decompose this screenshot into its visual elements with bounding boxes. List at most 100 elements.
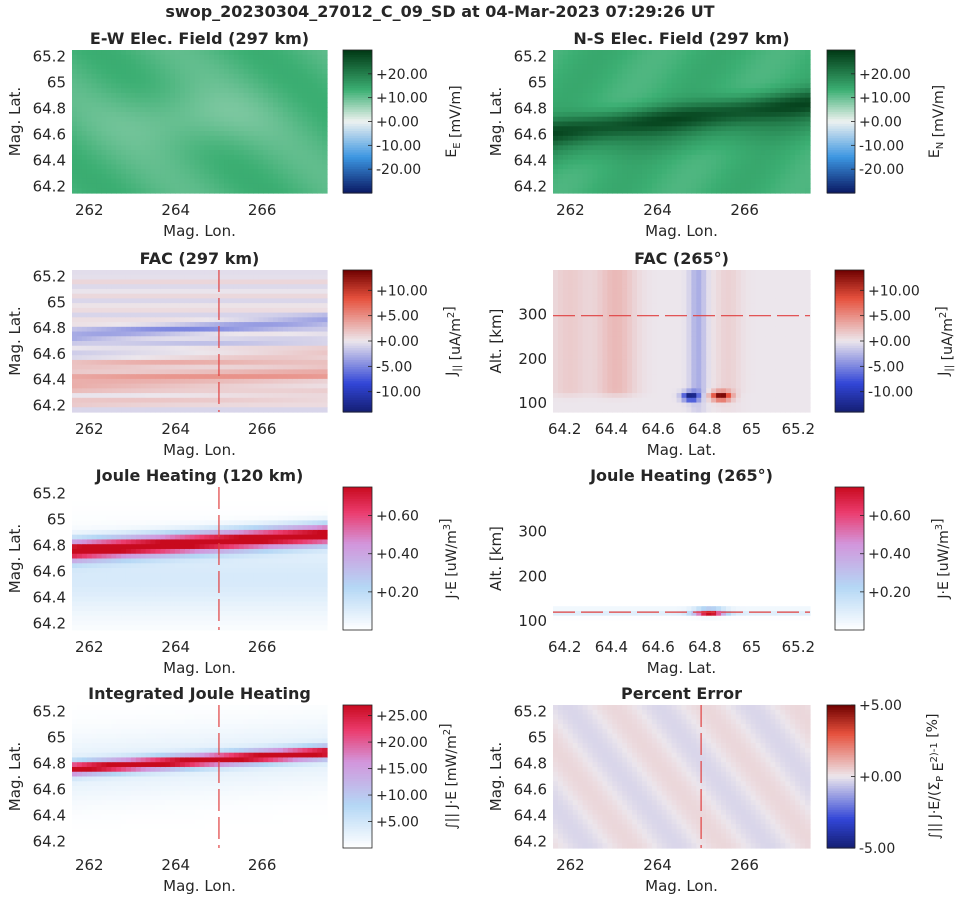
heatmap-cell [588, 98, 594, 103]
heatmap-cell [204, 164, 210, 169]
heatmap-cell [141, 88, 147, 93]
heatmap-cell [72, 107, 78, 112]
heatmap-cell [160, 308, 166, 313]
heatmap-cell [82, 179, 88, 184]
heatmap-cell [298, 112, 304, 117]
heatmap-cell [87, 279, 93, 284]
heatmap-cell [141, 126, 147, 131]
heatmap-cell [273, 126, 279, 131]
heatmap-cell [170, 407, 176, 412]
heatmap-cell [307, 64, 313, 69]
heatmap-cell [155, 155, 161, 160]
heatmap-cell [617, 50, 623, 55]
heatmap-cell [775, 160, 781, 165]
heatmap-cell [200, 160, 206, 165]
heatmap-cell [578, 160, 584, 165]
heatmap-cell [131, 303, 137, 308]
heatmap-cell [249, 183, 255, 188]
heatmap-cell [672, 150, 678, 155]
heatmap-cell [607, 145, 613, 150]
heatmap-cell [662, 183, 668, 188]
heatmap-cell [686, 122, 692, 127]
heatmap-cell [82, 131, 88, 136]
x-tick-label: 264 [643, 201, 672, 219]
heatmap-cell [116, 350, 122, 355]
heatmap-cell [190, 50, 196, 55]
heatmap-cell [568, 122, 574, 127]
heatmap-cell [258, 102, 264, 107]
heatmap-cell [637, 64, 643, 69]
heatmap-cell [766, 169, 772, 174]
heatmap-cell [317, 155, 323, 160]
heatmap-cell [146, 298, 152, 303]
heatmap-cell [706, 74, 712, 79]
heatmap-cell [263, 64, 269, 69]
heatmap-cell [101, 322, 107, 327]
heatmap-cell [185, 308, 191, 313]
heatmap-cell [647, 164, 653, 169]
heatmap-cell [780, 136, 786, 141]
heatmap-cell [696, 179, 702, 184]
heatmap-cell [72, 294, 78, 299]
heatmap-cell [160, 322, 166, 327]
heatmap-cell [716, 107, 722, 112]
heatmap-cell [588, 183, 594, 188]
heatmap-cell [637, 93, 643, 98]
heatmap-cell [180, 74, 186, 79]
heatmap-cell [293, 179, 299, 184]
heatmap-cell [751, 188, 757, 193]
heatmap-cell [805, 64, 811, 69]
heatmap-cell [146, 332, 152, 337]
heatmap-cell [116, 98, 122, 103]
heatmap-cell [637, 126, 643, 131]
heatmap-cell [568, 93, 574, 98]
heatmap-cell [111, 341, 117, 346]
heatmap-cell [111, 379, 117, 384]
heatmap-cell [696, 183, 702, 188]
heatmap-cell [597, 136, 603, 141]
heatmap-cell [263, 50, 269, 55]
heatmap-cell [121, 79, 127, 84]
heatmap-cell [312, 164, 318, 169]
heatmap-cell [597, 64, 603, 69]
heatmap-cell [716, 112, 722, 117]
heatmap-cell [627, 107, 633, 112]
heatmap-cell [224, 55, 230, 60]
heatmap-cell [662, 88, 668, 93]
heatmap-cell [726, 122, 732, 127]
heatmap-cell [253, 83, 259, 88]
heatmap-cell [101, 379, 107, 384]
heatmap-cell [92, 107, 98, 112]
heatmap-cell [111, 332, 117, 337]
heatmap-cell [578, 98, 584, 103]
heatmap-cell [175, 350, 181, 355]
heatmap-cell [131, 298, 137, 303]
colorbar-tick-label: +20.00 [376, 67, 428, 83]
heatmap-cell [317, 164, 323, 169]
heatmap-cell [190, 322, 196, 327]
heatmap-cell [627, 69, 633, 74]
heatmap-cell [711, 131, 717, 136]
heatmap-cell [780, 174, 786, 179]
heatmap-cell [234, 188, 240, 193]
heatmap-cell [136, 160, 142, 165]
heatmap-cell [563, 122, 569, 127]
heatmap-cell [672, 155, 678, 160]
heatmap-cell [92, 98, 98, 103]
heatmap-cell [209, 83, 215, 88]
heatmap-cell [568, 98, 574, 103]
heatmap-cell [790, 98, 796, 103]
heatmap-cell [146, 122, 152, 127]
heatmap-cell [101, 79, 107, 84]
heatmap-cell [751, 98, 757, 103]
heatmap-cell [121, 365, 127, 370]
heatmap-cell [106, 155, 112, 160]
heatmap-cell [244, 107, 250, 112]
heatmap-cell [165, 308, 171, 313]
heatmap-cell [736, 112, 742, 117]
heatmap-cell [249, 169, 255, 174]
heatmap-cell [121, 55, 127, 60]
heatmap-cell [175, 317, 181, 322]
heatmap-cell [141, 279, 147, 284]
heatmap-cell [195, 303, 201, 308]
